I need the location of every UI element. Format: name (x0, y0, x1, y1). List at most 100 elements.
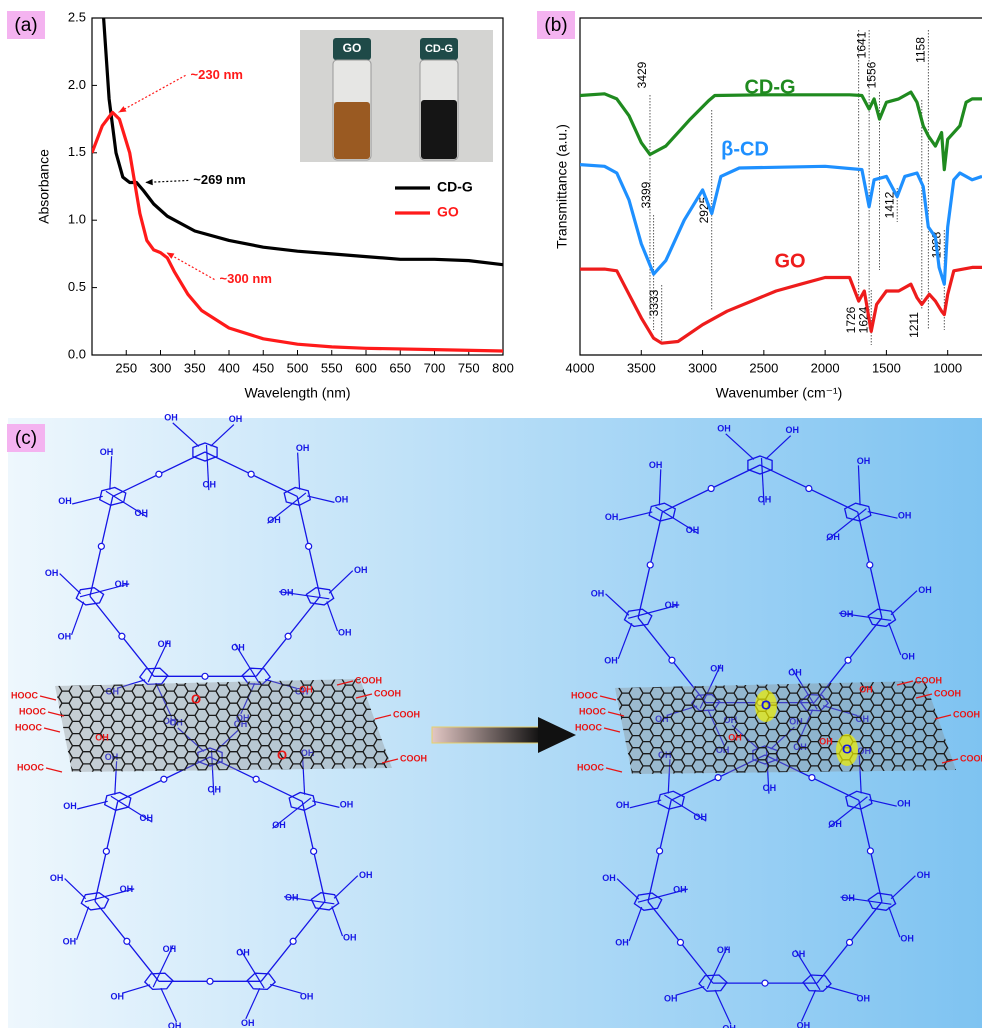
panel-label: (a) (14, 15, 37, 36)
annotation-arrowhead (145, 179, 153, 185)
x-tick-label: 2500 (749, 360, 778, 375)
glycosidic-oxygen (156, 471, 162, 477)
figure: (a) (b) (c) GO CD-G 25030035040045050055… (0, 0, 982, 1028)
hydroxyl-label: OH (111, 992, 125, 1002)
hydroxyl-label: OH (898, 510, 912, 520)
glycosidic-oxygen (657, 848, 663, 854)
x-tick-label: 650 (389, 360, 411, 375)
hydroxyl-label: OH (918, 585, 932, 595)
hydroxyl-label: OH (236, 948, 250, 958)
carboxyl-label: COOH (400, 753, 427, 763)
photo-background (300, 30, 493, 162)
peak-label: 1641 (854, 31, 868, 58)
hydroxyl-label: OH (901, 651, 915, 661)
hydroxyl-label: OH (792, 949, 806, 959)
ether-label: O (761, 697, 771, 712)
hydroxyl-label: OH (673, 884, 687, 894)
x-tick-label: 3500 (627, 360, 656, 375)
glycosidic-oxygen (207, 978, 213, 984)
hydroxyl-label: OH (120, 884, 134, 894)
panel-label: (c) (15, 428, 37, 449)
hydroxyl-label: OH (856, 994, 870, 1004)
hydroxyl-label: OH (95, 732, 109, 742)
glycosidic-oxygen (715, 775, 721, 781)
glycosidic-oxygen (845, 657, 851, 663)
hydroxyl-label: OH (135, 508, 149, 518)
hydroxyl-label: OH (158, 639, 172, 649)
hydroxyl-label: OH (299, 684, 313, 694)
glycosidic-oxygen (290, 938, 296, 944)
panel-label: (b) (544, 15, 567, 36)
hydroxyl-label: OH (722, 1024, 736, 1028)
y-tick-label: 1.0 (68, 212, 86, 227)
glycosidic-oxygen (762, 980, 768, 986)
peak-label: 1158 (913, 37, 927, 63)
y-tick-label: 2.0 (68, 77, 86, 92)
ether-label: O (191, 691, 201, 706)
glycosidic-oxygen (847, 939, 853, 945)
carboxyl-label: HOOC (15, 722, 43, 732)
inset-label: CD-G (425, 43, 453, 55)
hydroxyl-label: OH (841, 893, 855, 903)
hydroxyl-label: OH (285, 892, 299, 902)
reaction-arrow-shaft (432, 727, 540, 743)
hydroxyl-label: OH (168, 1021, 182, 1028)
hydroxyl-label: OH (616, 800, 630, 810)
hydroxyl-label: OH (605, 512, 619, 522)
hydroxyl-label: OH (828, 819, 842, 829)
glycosidic-oxygen (669, 657, 675, 663)
x-tick-label: 1000 (933, 360, 962, 375)
hydroxyl-label: OH (63, 936, 77, 946)
x-axis-title: Wavenumber (cm⁻¹) (716, 385, 843, 401)
inset-label: GO (343, 41, 362, 55)
x-tick-label: 1500 (872, 360, 901, 375)
x-tick-label: 700 (424, 360, 446, 375)
x-axis-title: Wavelength (nm) (244, 385, 350, 401)
hydroxyl-label: OH (664, 994, 678, 1004)
annotation-arrow (167, 253, 215, 280)
hydroxyl-label: OH (665, 600, 679, 610)
carboxyl-label: HOOC (571, 690, 599, 700)
hydroxyl-label: OH (826, 532, 840, 542)
x-tick-label: 250 (115, 360, 137, 375)
glycosidic-oxygen (677, 939, 683, 945)
carboxyl-label: HOOC (19, 706, 47, 716)
hydroxyl-label: OH (241, 1018, 255, 1028)
glycosidic-oxygen (253, 776, 259, 782)
series-label: CD-G (744, 76, 795, 98)
y-tick-label: 2.5 (68, 9, 86, 24)
hydroxyl-label: OH (917, 870, 931, 880)
carboxyl-label: HOOC (11, 690, 39, 700)
glycosidic-oxygen (119, 633, 125, 639)
series-label: GO (774, 250, 805, 272)
hydroxyl-label: OH (604, 655, 618, 665)
glycosidic-oxygen (806, 486, 812, 492)
hydroxyl-label: OH (338, 628, 352, 638)
hydroxyl-label: OH (340, 799, 354, 809)
hydroxyl-label: OH (797, 1021, 811, 1028)
peak-label: 3429 (635, 61, 649, 88)
hydroxyl-label: OH (710, 663, 724, 673)
hydroxyl-label: OH (693, 812, 707, 822)
carboxyl-label: COOH (960, 753, 982, 763)
hydroxyl-label: OH (115, 579, 129, 589)
peak-label: 1412 (882, 191, 896, 218)
chart: 4000350030002500200015001000Wavenumber (… (554, 18, 982, 401)
hydroxyl-label: OH (840, 609, 854, 619)
glycosidic-oxygen (161, 776, 167, 782)
glycosidic-oxygen (867, 848, 873, 854)
carboxyl-label: COOH (934, 688, 961, 698)
hydroxyl-label: OH (602, 873, 616, 883)
x-tick-label: 2000 (811, 360, 840, 375)
hydroxyl-label: OH (267, 515, 281, 525)
hydroxyl-label: OH (229, 414, 243, 424)
hydroxyl-label: OH (45, 568, 59, 578)
hydroxyl-label: OH (359, 870, 373, 880)
hydroxyl-label: OH (343, 933, 357, 943)
glycosidic-oxygen (708, 486, 714, 492)
glycosidic-oxygen (647, 562, 653, 568)
hydroxyl-label: OH (335, 494, 349, 504)
hydroxyl-label: OH (763, 783, 777, 793)
y-axis-title: Absorbance (36, 149, 52, 224)
glycosidic-oxygen (867, 562, 873, 568)
